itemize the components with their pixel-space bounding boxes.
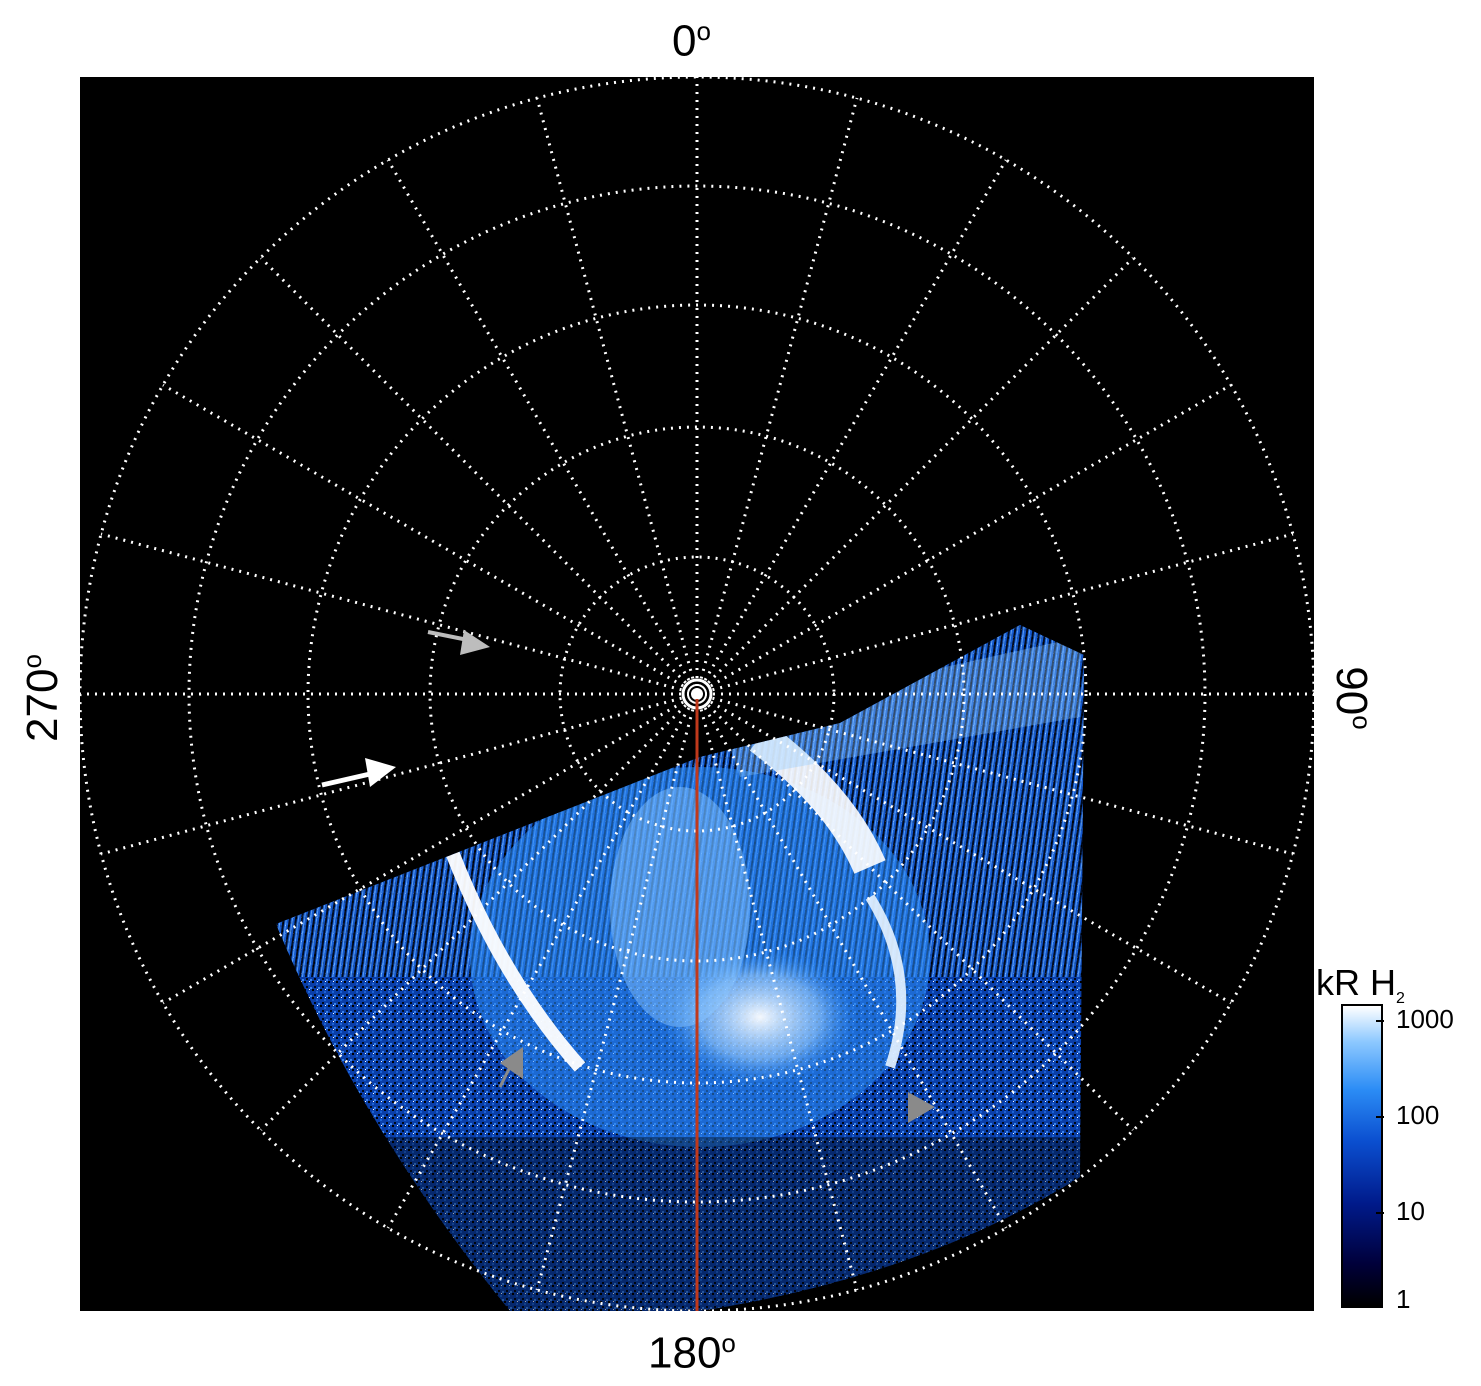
colorbar-gradient bbox=[1341, 1004, 1383, 1308]
arrow-gray-lower-left bbox=[498, 1047, 523, 1088]
polar-map-svg bbox=[80, 77, 1314, 1311]
colorbar-tick-label: 100 bbox=[1396, 1100, 1440, 1130]
colorbar-tick-label: 1000 bbox=[1396, 1004, 1454, 1034]
colorbar-tick-mark bbox=[1376, 1212, 1384, 1214]
arrow-white-left bbox=[321, 758, 396, 788]
arrow-gray-upper bbox=[427, 630, 490, 655]
colorbar-title: kR H2 bbox=[1316, 962, 1405, 1008]
longitude-label-90: 90o bbox=[1327, 666, 1377, 730]
longitude-label-180: 180o bbox=[648, 1328, 736, 1378]
colorbar-tick-label: 10 bbox=[1396, 1196, 1425, 1226]
polar-projection-image bbox=[80, 77, 1314, 1311]
longitude-grid bbox=[80, 77, 1314, 1311]
colorbar-tick-mark bbox=[1376, 1116, 1384, 1118]
longitude-label-270: 270o bbox=[17, 654, 67, 742]
arrow-gray-lower-right bbox=[908, 1092, 935, 1123]
colorbar-tick-label: 1 bbox=[1396, 1284, 1411, 1314]
longitude-label-0: 0o bbox=[672, 16, 711, 66]
annotation-arrows bbox=[321, 630, 935, 1123]
colorbar-tick-mark bbox=[1376, 1020, 1384, 1022]
